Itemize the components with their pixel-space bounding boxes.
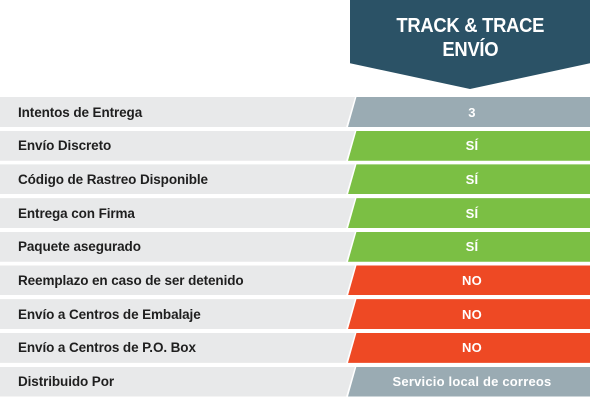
table-row: Distribuido Por Servicio local de correo… xyxy=(0,366,590,397)
table-row: Entrega con Firma SÍ xyxy=(0,198,590,229)
table-row: Intentos de Entrega 3 xyxy=(0,97,590,127)
row-value-cell: SÍ xyxy=(348,231,590,262)
row-value-cell: NO xyxy=(348,332,590,363)
row-value-cell: SÍ xyxy=(348,164,590,195)
row-value-cell: NO xyxy=(348,265,590,296)
table-row: Código de Rastreo Disponible SÍ xyxy=(0,164,590,195)
row-value-cell: Servicio local de correos xyxy=(348,366,590,397)
row-label: Paquete asegurado xyxy=(18,239,141,255)
table-row: Reemplazo en caso de ser detenido NO xyxy=(0,265,590,296)
row-label: Intentos de Entrega xyxy=(18,104,143,120)
table-row: Paquete asegurado SÍ xyxy=(0,231,590,262)
row-label: Código de Rastreo Disponible xyxy=(18,171,208,187)
row-label: Envío a Centros de P.O. Box xyxy=(18,340,196,356)
row-value: SÍ xyxy=(465,239,479,255)
row-value: SÍ xyxy=(465,138,479,154)
row-label-cell: Envío a Centros de P.O. Box xyxy=(0,332,355,363)
row-value-cell: NO xyxy=(348,299,590,330)
row-label: Reemplazo en caso de ser detenido xyxy=(18,272,244,288)
row-value: SÍ xyxy=(465,205,479,221)
row-label-cell: Envío Discreto xyxy=(0,130,355,161)
header-title-line1: TRACK & TRACE xyxy=(396,15,544,37)
row-value-cell: SÍ xyxy=(348,198,590,229)
row-label: Entrega con Firma xyxy=(18,205,135,221)
row-value: NO xyxy=(462,340,482,356)
row-label-cell: Intentos de Entrega xyxy=(0,97,355,127)
row-value: 3 xyxy=(468,104,476,120)
table-row: Envío a Centros de P.O. Box NO xyxy=(0,332,590,363)
row-label: Envío Discreto xyxy=(18,138,112,154)
row-value-cell: 3 xyxy=(348,97,590,127)
row-label-cell: Código de Rastreo Disponible xyxy=(0,164,355,195)
row-value: NO xyxy=(462,272,482,288)
table-row: Envío a Centros de Embalaje NO xyxy=(0,299,590,330)
row-value-cell: SÍ xyxy=(348,130,590,161)
column-header-track-and-trace: TRACK & TRACE ENVÍO xyxy=(350,0,590,89)
row-value: Servicio local de correos xyxy=(392,374,552,389)
row-label-cell: Distribuido Por xyxy=(0,366,355,397)
row-label-cell: Envío a Centros de Embalaje xyxy=(0,299,355,330)
row-label: Envío a Centros de Embalaje xyxy=(18,306,201,322)
row-label-cell: Entrega con Firma xyxy=(0,198,355,229)
row-value: NO xyxy=(462,306,482,322)
row-label-cell: Paquete asegurado xyxy=(0,231,355,262)
row-label-cell: Reemplazo en caso de ser detenido xyxy=(0,265,355,296)
row-label: Distribuido Por xyxy=(18,374,114,389)
table-row: Envío Discreto SÍ xyxy=(0,130,590,161)
comparison-table: Intentos de Entrega 3 Envío Discreto SÍ … xyxy=(0,97,590,400)
header-title-line2: ENVÍO xyxy=(442,39,498,61)
row-value: SÍ xyxy=(465,171,479,187)
